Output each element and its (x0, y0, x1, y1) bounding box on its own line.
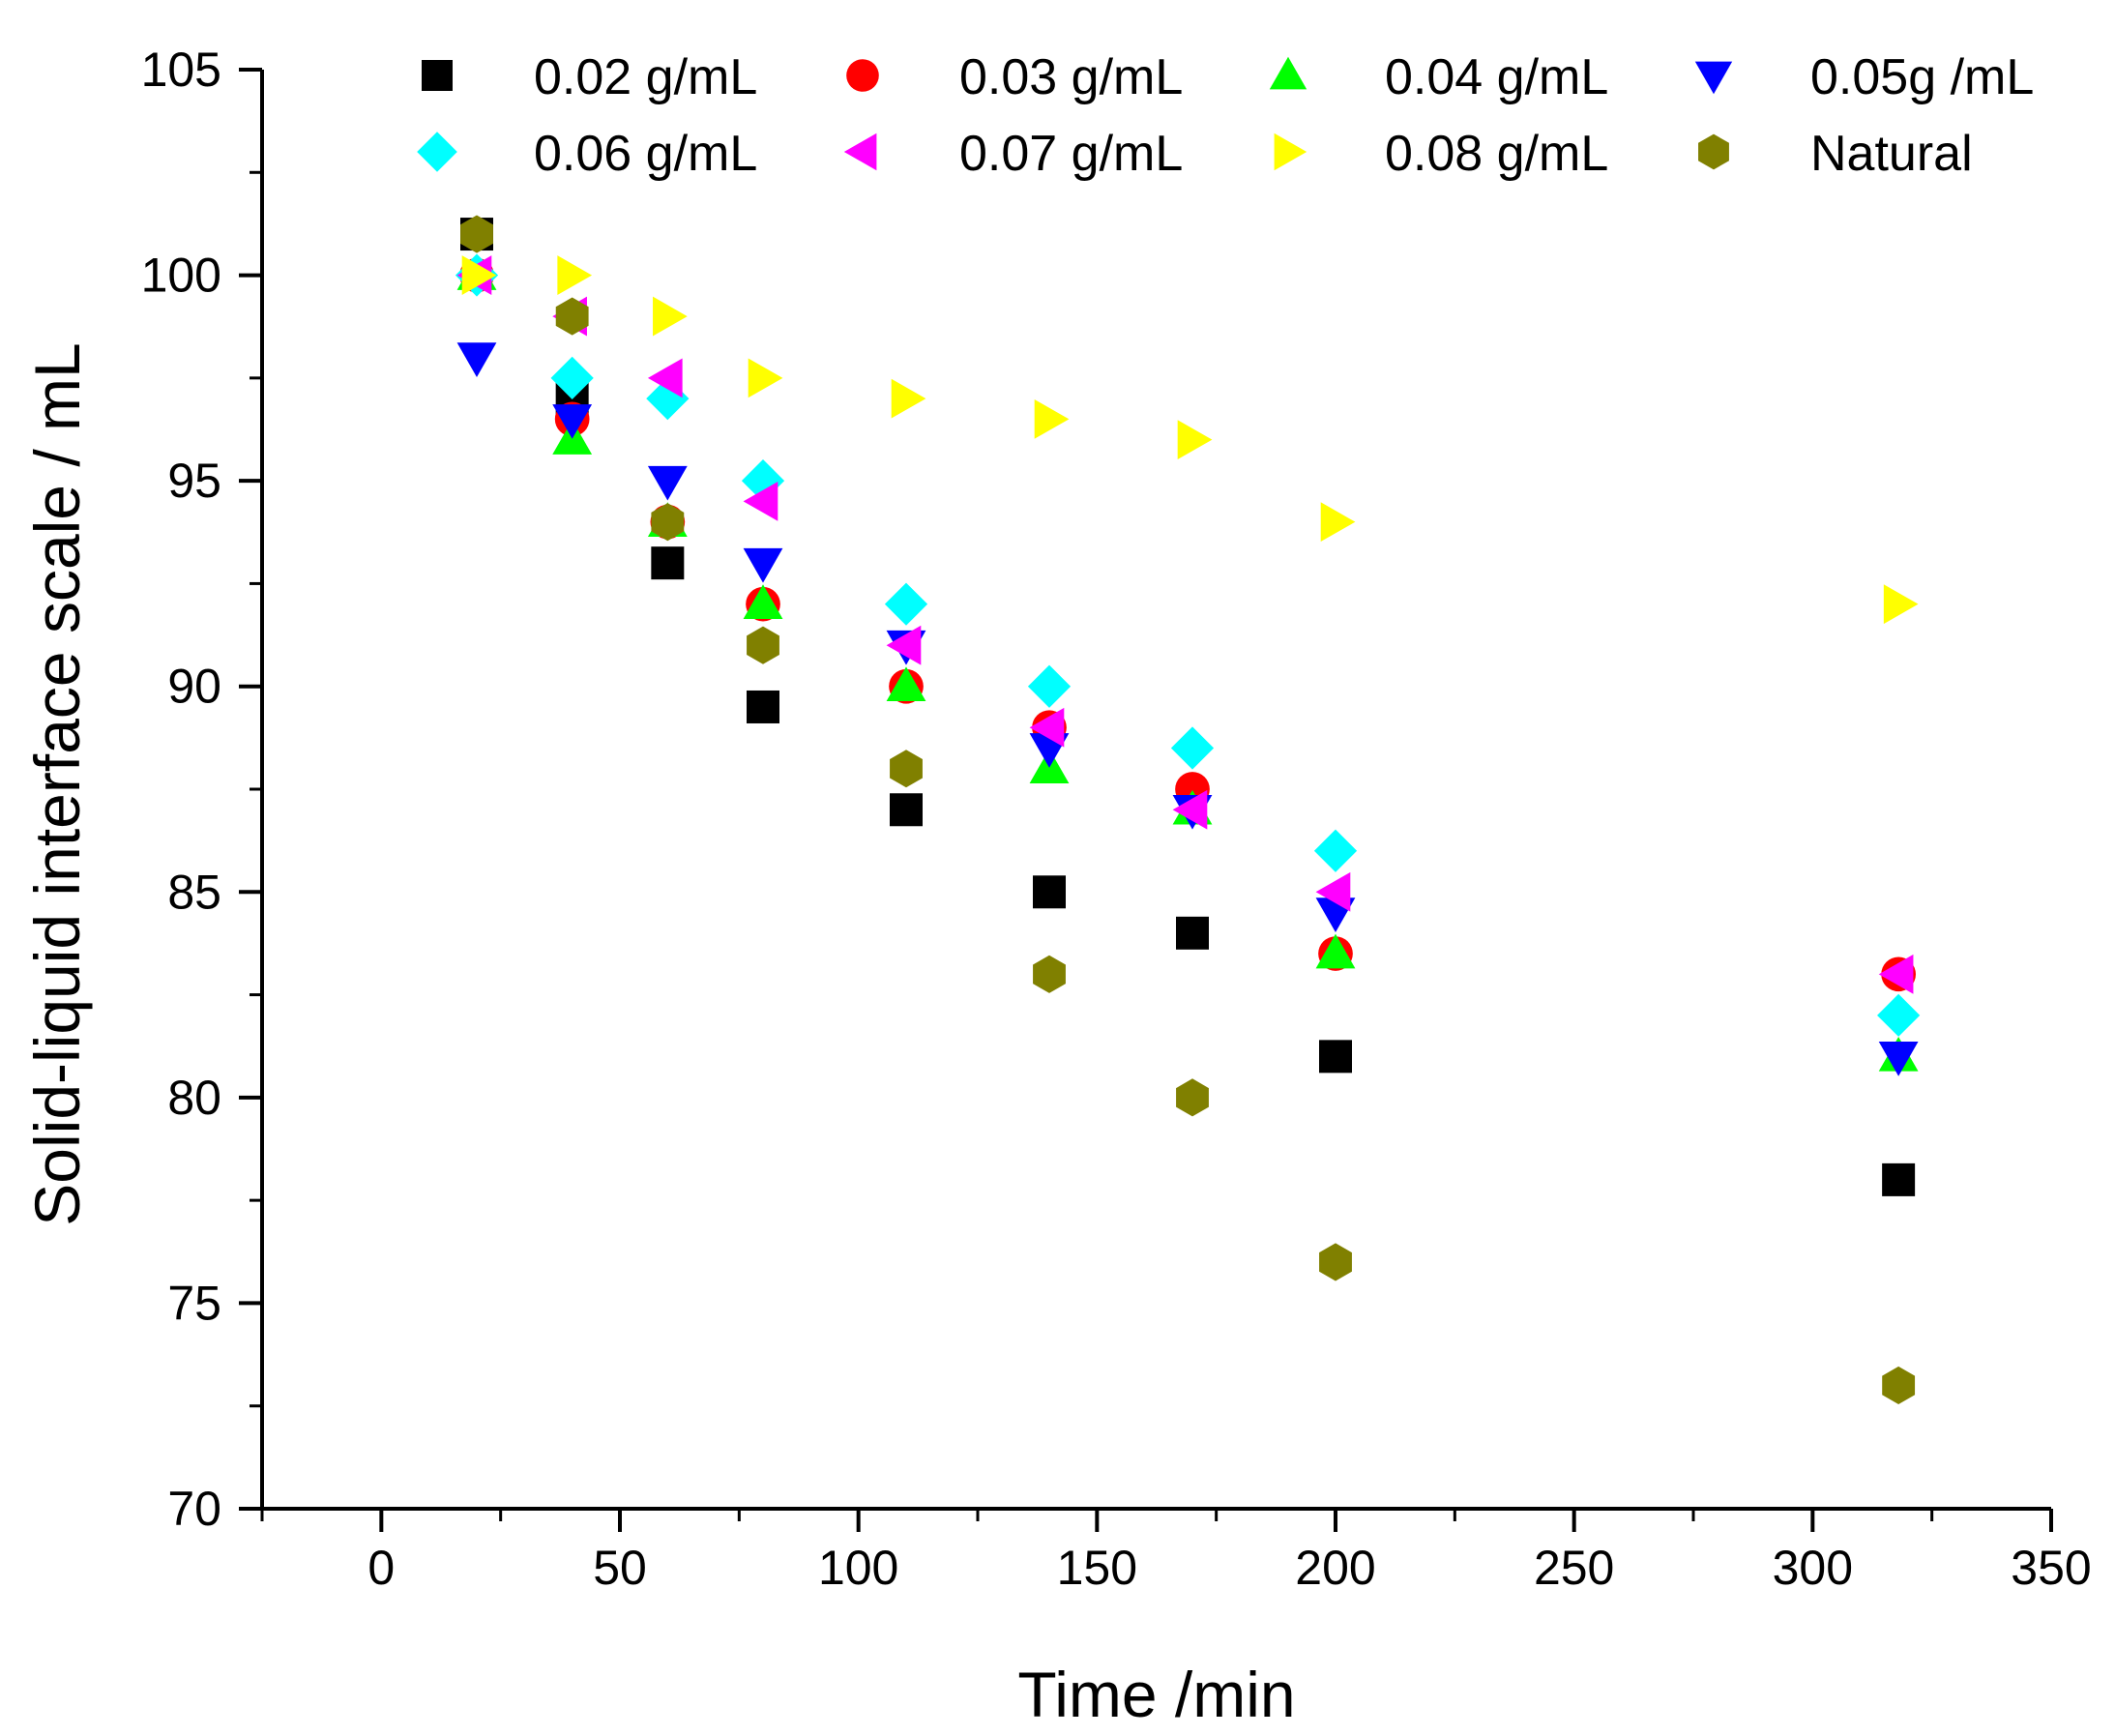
data-point (1315, 871, 1351, 912)
y-tick-label: 70 (167, 1482, 221, 1536)
data-point (886, 625, 922, 665)
data-point (891, 378, 926, 419)
x-tick-label: 250 (1534, 1541, 1614, 1595)
legend-entry: 0.02 g/mL (422, 49, 757, 105)
legend-marker (1698, 133, 1729, 170)
series-0-07-g-ml (456, 255, 1914, 994)
data-point (886, 666, 926, 702)
legend-entry: 0.06 g/mL (417, 126, 757, 182)
legend-label: 0.04 g/mL (1385, 49, 1608, 105)
data-point (456, 342, 497, 377)
data-point (1878, 954, 1914, 994)
data-point (1877, 993, 1921, 1037)
data-point (1883, 584, 1919, 625)
legend-marker (1269, 56, 1307, 90)
x-tick-label: 200 (1295, 1541, 1375, 1595)
data-point (647, 465, 688, 501)
data-point (1033, 875, 1066, 909)
data-point (1315, 933, 1356, 969)
legend-label: 0.03 g/mL (959, 49, 1183, 105)
data-point (461, 255, 497, 295)
x-tick-label: 150 (1057, 1541, 1137, 1595)
legend-marker (846, 59, 879, 92)
legend-label: 0.05g /mL (1810, 49, 2034, 105)
data-point (743, 547, 783, 583)
y-tick-label: 95 (167, 454, 221, 508)
y-tick-label: 75 (167, 1276, 221, 1330)
data-point (743, 482, 778, 521)
legend-marker (1694, 61, 1733, 95)
data-point (748, 358, 783, 398)
legend-entry: 0.05g /mL (1694, 49, 2034, 105)
x-tick-label: 0 (367, 1541, 395, 1595)
legend-label: 0.07 g/mL (959, 126, 1183, 182)
data-point (1176, 916, 1209, 950)
x-tick-label: 350 (2011, 1541, 2091, 1595)
data-point (747, 626, 779, 664)
legend-entry: 0.08 g/mL (1274, 126, 1608, 182)
legend: 0.02 g/mL 0.03 g/mL 0.04 g/mL 0.05g /mL 0.06… (417, 49, 2034, 182)
x-tick-label: 300 (1773, 1541, 1853, 1595)
data-point (651, 546, 685, 580)
data-point (653, 296, 688, 337)
y-tick-label: 90 (167, 660, 221, 714)
data-point (1882, 1162, 1916, 1196)
legend-marker (417, 132, 457, 172)
data-point (1172, 789, 1208, 830)
data-point (1878, 1042, 1919, 1076)
legend-entry: 0.07 g/mL (843, 126, 1183, 182)
data-point (555, 297, 589, 336)
data-point (1034, 398, 1070, 439)
data-point (743, 584, 783, 619)
x-axis-title: Time /min (1017, 1659, 1295, 1730)
data-point (741, 459, 785, 503)
data-point (646, 377, 690, 421)
y-tick-label: 100 (141, 249, 221, 303)
legend-entry: Natural (1698, 126, 1973, 182)
data-point (890, 793, 923, 827)
y-tick-label: 85 (167, 865, 221, 919)
y-axis-title: Solid-liquid interface scale / mL (21, 342, 93, 1225)
data-points (455, 215, 1921, 1405)
x-tick-label: 100 (818, 1541, 898, 1595)
series-natural (460, 215, 1916, 1405)
legend-entry: 0.03 g/mL (846, 49, 1183, 105)
data-point (1027, 664, 1072, 708)
data-point (550, 356, 594, 399)
legend-label: 0.06 g/mL (534, 126, 757, 182)
legend-marker (843, 132, 877, 171)
legend-entry: 0.04 g/mL (1269, 49, 1608, 105)
data-point (747, 690, 779, 723)
x-tick-label: 50 (593, 1541, 647, 1595)
data-point (1882, 1366, 1916, 1405)
data-point (1033, 955, 1066, 993)
data-point (460, 215, 493, 253)
data-point (1170, 726, 1215, 770)
data-point (552, 404, 593, 439)
legend-marker (422, 60, 453, 91)
data-point (1029, 707, 1065, 748)
data-point (1319, 1040, 1352, 1074)
legend-label: Natural (1810, 126, 1973, 182)
data-point (1176, 1078, 1209, 1117)
data-point (1320, 502, 1356, 543)
legend-label: 0.02 g/mL (534, 49, 757, 105)
y-tick-label: 80 (167, 1071, 221, 1125)
ticks: 0 50 100 150 200 250 300 350 70 75 80 85 90 95 100 105 (141, 43, 2092, 1595)
data-point (651, 503, 685, 542)
legend-label: 0.08 g/mL (1385, 126, 1608, 182)
legend-marker (1274, 132, 1307, 171)
axes (260, 70, 2051, 1511)
y-tick-label: 105 (141, 43, 221, 97)
data-point (1313, 829, 1358, 872)
data-point (647, 358, 683, 398)
data-point (1177, 420, 1213, 460)
series-0-08-g-ml (461, 255, 1919, 625)
data-point (890, 750, 923, 788)
data-point (557, 255, 593, 295)
data-point (1319, 1243, 1352, 1281)
data-point (884, 582, 928, 626)
